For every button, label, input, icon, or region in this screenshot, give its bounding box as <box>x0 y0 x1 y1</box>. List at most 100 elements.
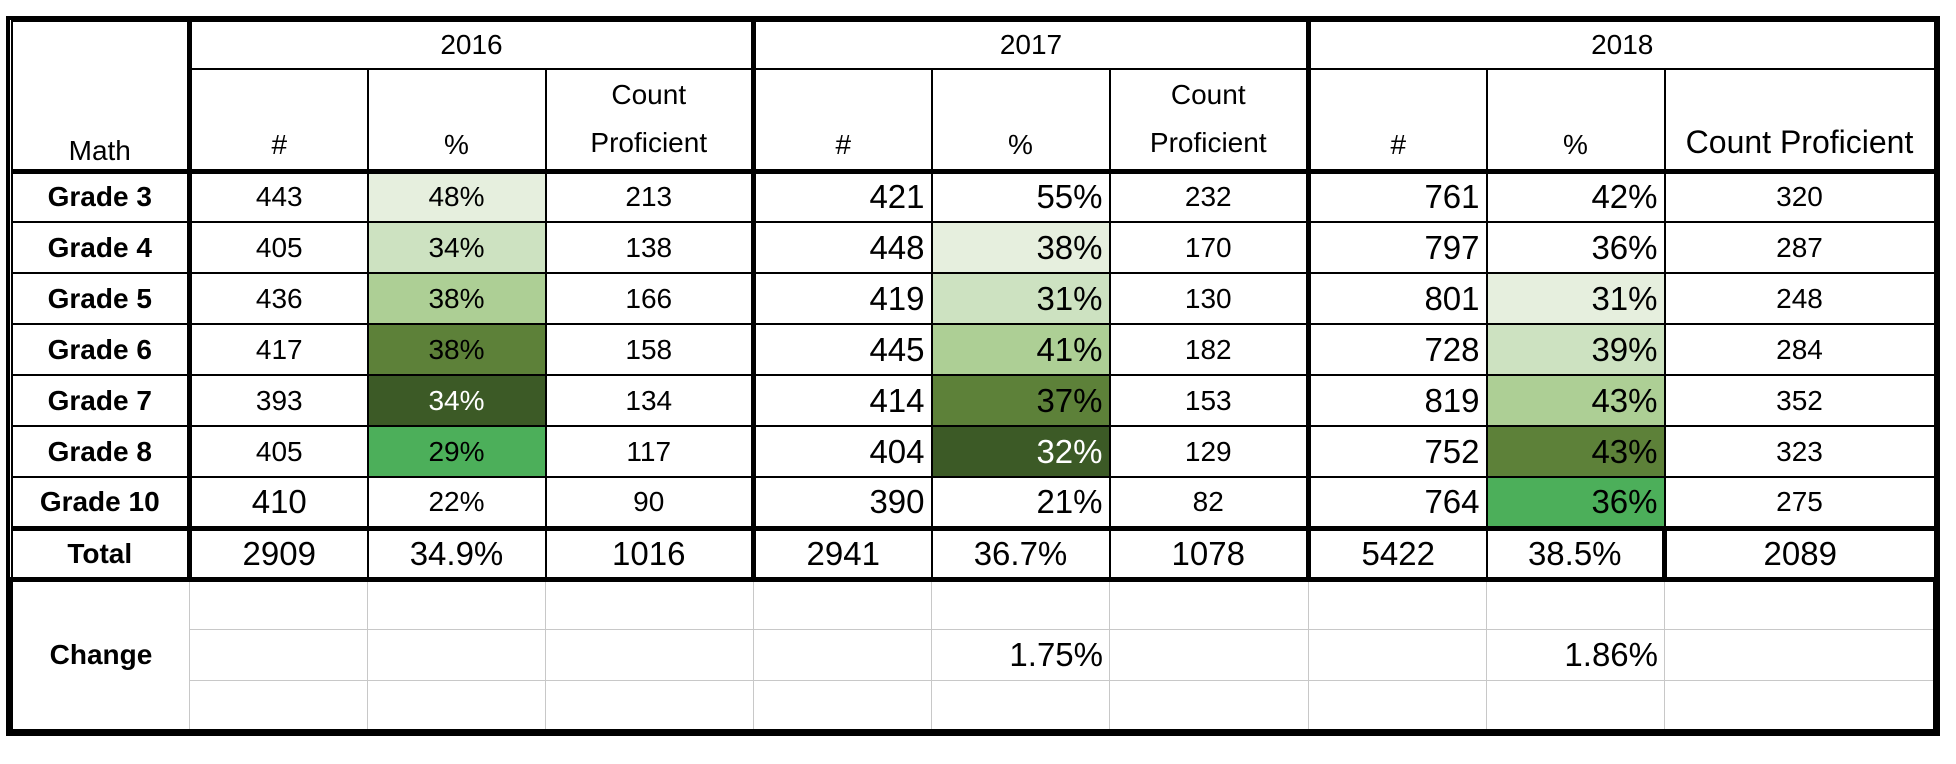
subheader-pct-2017: % <box>930 68 1111 172</box>
empty-cell <box>1486 679 1665 732</box>
cell-proficient-2018: 320 <box>1663 168 1936 223</box>
cell-count-2016: 405 <box>187 221 369 274</box>
cell-count-2016: 410 <box>187 476 369 529</box>
cell-proficient-2016: 158 <box>544 323 755 376</box>
table-row: Grade 7 393 34% 134 414 37% 153 819 43% … <box>10 374 1936 427</box>
cell-proficient-2018: 352 <box>1663 374 1936 427</box>
cell-count-2017: 448 <box>751 221 933 274</box>
table-row: Grade 5 436 38% 166 419 31% 130 801 31% … <box>10 272 1936 325</box>
table-row: Grade 6 417 38% 158 445 41% 182 728 39% … <box>10 323 1936 376</box>
empty-cell <box>189 679 368 732</box>
subheader-proficient-2017: Count Proficient <box>1108 68 1310 172</box>
year-header-2016: 2016 <box>187 20 755 70</box>
row-label: Grade 4 <box>10 221 191 274</box>
total-count-2016: 2909 <box>187 525 369 582</box>
cell-pct-2017: 41% <box>930 323 1111 376</box>
change-spacer-row: Change <box>10 578 1936 732</box>
cell-proficient-2018: 287 <box>1663 221 1936 274</box>
cell-count-2016: 443 <box>187 168 369 223</box>
subheader-proficient-2018: Count Proficient <box>1663 68 1936 172</box>
cell-proficient-2017: 232 <box>1108 168 1310 223</box>
table-row: Grade 10 410 22% 90 390 21% 82 764 36% 2… <box>10 476 1936 529</box>
year-header-2018: 2018 <box>1306 20 1936 70</box>
cell-pct-2018: 31% <box>1485 272 1666 325</box>
cell-proficient-2016: 138 <box>544 221 755 274</box>
cell-proficient-2016: 117 <box>544 425 755 478</box>
cell-count-2017: 419 <box>751 272 933 325</box>
cell-count-2018: 819 <box>1306 374 1488 427</box>
change-row: 1.75% 1.86% <box>12 628 1936 681</box>
cell-count-2018: 761 <box>1306 168 1488 223</box>
empty-cell <box>545 578 754 630</box>
change-pct-2017: 1.75% <box>931 628 1110 681</box>
empty-cell <box>1664 578 1936 630</box>
total-label: Total <box>10 525 191 582</box>
empty-cell <box>1664 679 1936 732</box>
math-corner-label: Math <box>10 20 191 172</box>
cell-count-2018: 728 <box>1306 323 1488 376</box>
subheader-count-2017: # <box>751 68 933 172</box>
cell-pct-2016: 29% <box>366 425 547 478</box>
cell-count-2017: 421 <box>751 168 933 223</box>
subheader-pct-2018: % <box>1485 68 1666 172</box>
table-row: Grade 8 405 29% 117 404 32% 129 752 43% … <box>10 425 1936 478</box>
table-row: Grade 3 443 48% 213 421 55% 232 761 42% … <box>10 168 1936 223</box>
empty-cell <box>1109 679 1309 732</box>
year-header-2017: 2017 <box>751 20 1310 70</box>
empty-cell <box>931 578 1110 630</box>
total-proficient-2017: 1078 <box>1108 525 1310 582</box>
cell-proficient-2018: 284 <box>1663 323 1936 376</box>
cell-pct-2018: 43% <box>1485 374 1666 427</box>
cell-count-2017: 445 <box>751 323 933 376</box>
cell-pct-2016: 38% <box>366 272 547 325</box>
change-spacer-row <box>12 679 1936 732</box>
change-pct-2018: 1.86% <box>1486 628 1665 681</box>
empty-cell <box>545 679 754 732</box>
row-label: Grade 10 <box>10 476 191 529</box>
cell-pct-2018: 36% <box>1485 476 1666 529</box>
cell-proficient-2017: 170 <box>1108 221 1310 274</box>
total-proficient-2018: 2089 <box>1662 525 1936 582</box>
cell-pct-2017: 37% <box>930 374 1111 427</box>
cell-count-2017: 414 <box>751 374 933 427</box>
cell-pct-2016: 48% <box>366 168 547 223</box>
cell-proficient-2016: 213 <box>544 168 755 223</box>
cell-pct-2017: 55% <box>930 168 1111 223</box>
row-label: Grade 8 <box>10 425 191 478</box>
empty-cell <box>753 628 932 681</box>
subheader-proficient-2016: Count Proficient <box>544 68 755 172</box>
total-pct-2016: 34.9% <box>366 525 547 582</box>
empty-cell <box>1486 578 1665 630</box>
cell-count-2016: 405 <box>187 425 369 478</box>
cell-proficient-2017: 82 <box>1108 476 1310 529</box>
empty-cell <box>753 679 932 732</box>
empty-cell <box>367 679 546 732</box>
cell-pct-2017: 31% <box>930 272 1111 325</box>
empty-cell <box>545 628 754 681</box>
cell-proficient-2018: 248 <box>1663 272 1936 325</box>
cell-pct-2016: 34% <box>366 374 547 427</box>
cell-pct-2017: 32% <box>930 425 1111 478</box>
total-proficient-2016: 1016 <box>544 525 755 582</box>
empty-cell <box>1308 679 1487 732</box>
change-label: Change <box>10 579 190 732</box>
subheader-count-2016: # <box>187 68 369 172</box>
empty-cell <box>1308 578 1487 630</box>
cell-count-2018: 797 <box>1306 221 1488 274</box>
math-proficiency-table: Math 2016 2017 2018 # % Count Proficient… <box>6 16 1940 736</box>
total-row: Total 2909 34.9% 1016 2941 36.7% 1078 54… <box>10 525 1936 582</box>
cell-count-2017: 390 <box>751 476 933 529</box>
cell-pct-2018: 36% <box>1485 221 1666 274</box>
cell-proficient-2017: 153 <box>1108 374 1310 427</box>
empty-cell <box>753 578 932 630</box>
cell-pct-2018: 43% <box>1485 425 1666 478</box>
cell-count-2018: 801 <box>1306 272 1488 325</box>
empty-cell <box>1109 628 1309 681</box>
cell-proficient-2017: 130 <box>1108 272 1310 325</box>
empty-cell <box>189 628 368 681</box>
cell-proficient-2018: 323 <box>1663 425 1936 478</box>
total-count-2018: 5422 <box>1306 525 1488 582</box>
table-row: Grade 4 405 34% 138 448 38% 170 797 36% … <box>10 221 1936 274</box>
empty-cell <box>931 679 1110 732</box>
cell-pct-2016: 22% <box>366 476 547 529</box>
